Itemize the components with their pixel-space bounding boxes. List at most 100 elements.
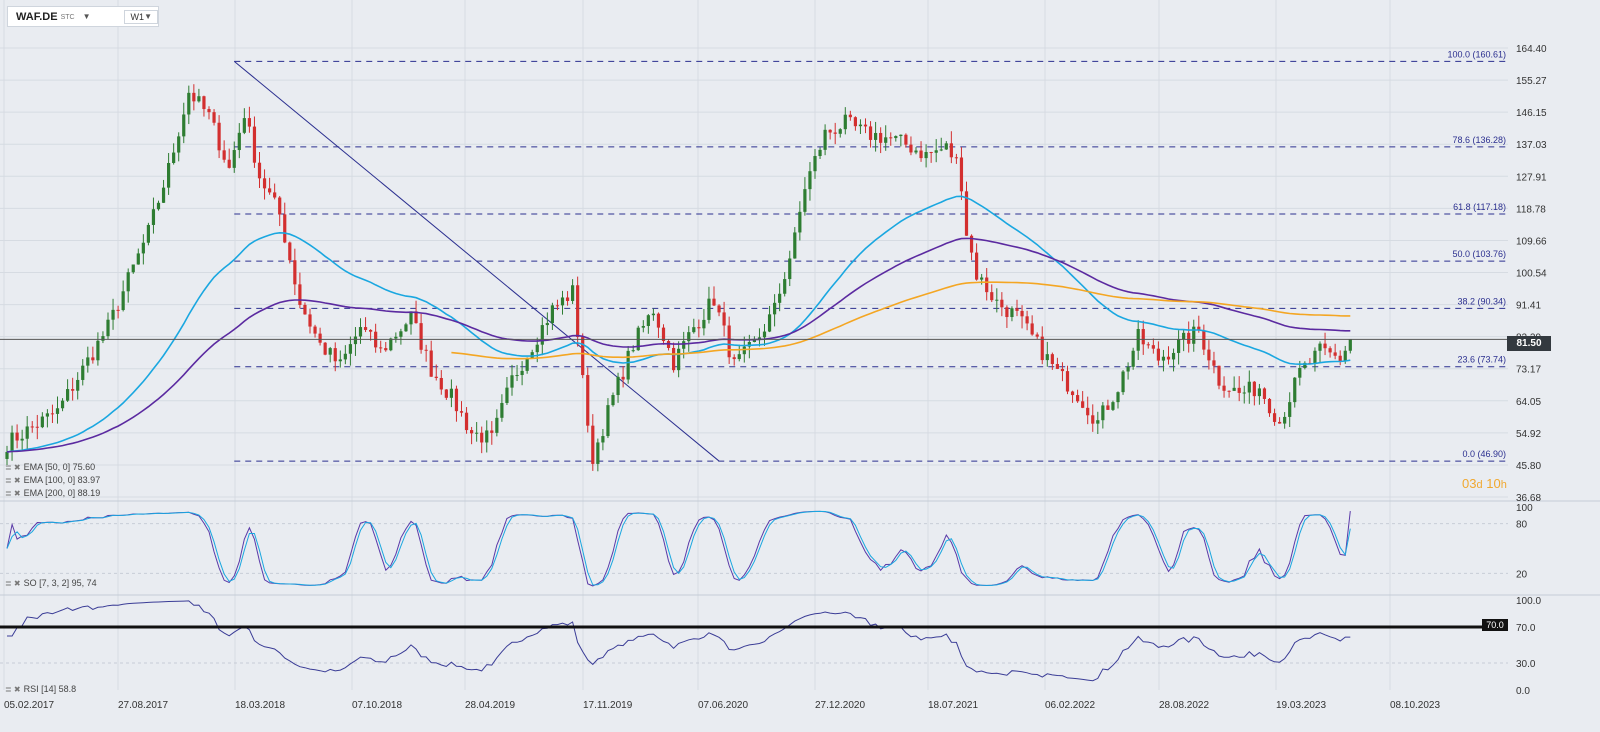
candle-body [813,156,817,172]
candle-body [1025,316,1029,324]
ema50-legend-icons[interactable]: ≣ ✖ [5,462,21,472]
ema100-legend-icons[interactable]: ≣ ✖ [5,475,21,485]
candle-body [959,157,964,192]
candle-body [540,325,544,345]
candle-body [338,359,342,362]
x-axis-label: 07.06.2020 [698,700,748,711]
candle-body [717,305,721,313]
candle-body [293,260,297,285]
legend-ema50[interactable]: ≣ ✖ EMA [50, 0] 75.60 [5,462,95,472]
candle-body [808,171,812,190]
x-axis-label: 18.03.2018 [235,700,285,711]
rsi-pane [0,600,1508,682]
rsi-legend-icons[interactable]: ≣ ✖ [5,684,21,694]
price-axis-label: 100.54 [1516,269,1547,280]
candle-body [303,304,307,315]
candle-body [1161,356,1166,361]
candle-body [601,436,605,443]
candle-body [823,129,827,150]
candle-body [1283,416,1287,424]
candle-body [828,129,832,133]
candle-body [762,331,767,338]
candle-body [116,309,120,311]
candle-body [1045,354,1049,361]
candle-body [934,150,938,153]
candle-body [929,152,933,154]
candle-body [510,375,514,388]
ema50-legend-text: EMA [50, 0] 75.60 [23,462,96,472]
candle-body [126,272,130,292]
candle-body [50,413,55,415]
candle-body [212,112,216,123]
candle-body [722,312,726,326]
rsi-axis-label: 0.0 [1516,686,1530,697]
legend-ema100[interactable]: ≣ ✖ EMA [100, 0] 83.97 [5,475,100,485]
x-axis-label: 28.08.2022 [1159,700,1209,711]
candle-body [1060,368,1065,372]
candle-body [1040,336,1044,361]
candle-body [1020,310,1024,317]
price-axis-label: 127.91 [1516,172,1547,183]
ema200-legend-icons[interactable]: ≣ ✖ [5,488,21,498]
candle-body [1293,377,1297,403]
candle-body [1146,344,1150,346]
ema200-legend-text: EMA [200, 0] 88.19 [23,488,101,498]
candle-body [778,293,782,303]
ema50-line [6,195,1351,453]
symbol-dropdown-icon[interactable]: ▼ [82,12,91,21]
price-axis-label: 36.68 [1516,493,1541,504]
candle-body [429,350,433,377]
candle-body [1050,354,1054,365]
candle-body [1116,392,1120,403]
price-axis-label: 45.80 [1516,461,1541,472]
candle-body [975,252,979,280]
candle-body [1348,339,1352,351]
candle-body [550,305,554,324]
candle-body [793,232,797,259]
x-axis-label: 18.07.2021 [928,700,978,711]
candle-body [358,327,363,337]
price-axis-label: 146.15 [1516,108,1547,119]
candle-body [1106,405,1110,410]
candle-body [874,132,878,140]
candle-body [25,426,29,439]
candle-body [1126,366,1130,372]
candle-body [505,387,509,403]
candle-body [1252,381,1256,397]
candle-body [576,285,580,338]
stoch-legend-text: SO [7, 3, 2] 95, 74 [23,578,97,588]
candle-body [545,323,549,326]
interval-select[interactable]: W1 ▼ [124,9,158,24]
candle-body [71,389,75,391]
candle-body [40,416,44,428]
fib-level-label: 78.6 (136.28) [1452,135,1506,145]
candle-body [672,347,676,371]
candle-body [5,451,9,459]
price-axis-label: 73.17 [1516,365,1541,376]
legend-ema200[interactable]: ≣ ✖ EMA [200, 0] 88.19 [5,488,100,498]
candle-body [419,323,423,350]
candle-body [1177,339,1181,353]
countdown-hours: 10 [1486,476,1501,491]
chevron-down-icon: ▼ [144,12,152,21]
candle-body [353,336,358,345]
candle-body [990,292,994,301]
legend-rsi[interactable]: ≣ ✖ RSI [14] 58.8 [5,684,76,694]
candle-body [182,114,186,137]
symbol-label[interactable]: WAF.DE [16,10,58,23]
candle-body [1192,326,1196,344]
candle-body [565,297,570,301]
fibonacci-retracement[interactable]: 100.0 (160.61) 78.6 (136.28) 61.8 (117.18)… [233,49,1508,462]
candle-body [1197,326,1201,331]
stoch-d-line [6,510,1351,586]
symbol-sub-label: STC [60,14,75,21]
candle-body [939,149,943,151]
price-axis-label: 164.40 [1516,44,1547,55]
x-axis-label: 19.03.2023 [1276,700,1326,711]
stoch-legend-icons[interactable]: ≣ ✖ [5,578,21,588]
candle-body [1171,352,1176,360]
candle-body [1267,398,1272,414]
legend-stochastic[interactable]: ≣ ✖ SO [7, 3, 2] 95, 74 [5,578,97,588]
countdown-days-unit: d [1476,479,1483,491]
